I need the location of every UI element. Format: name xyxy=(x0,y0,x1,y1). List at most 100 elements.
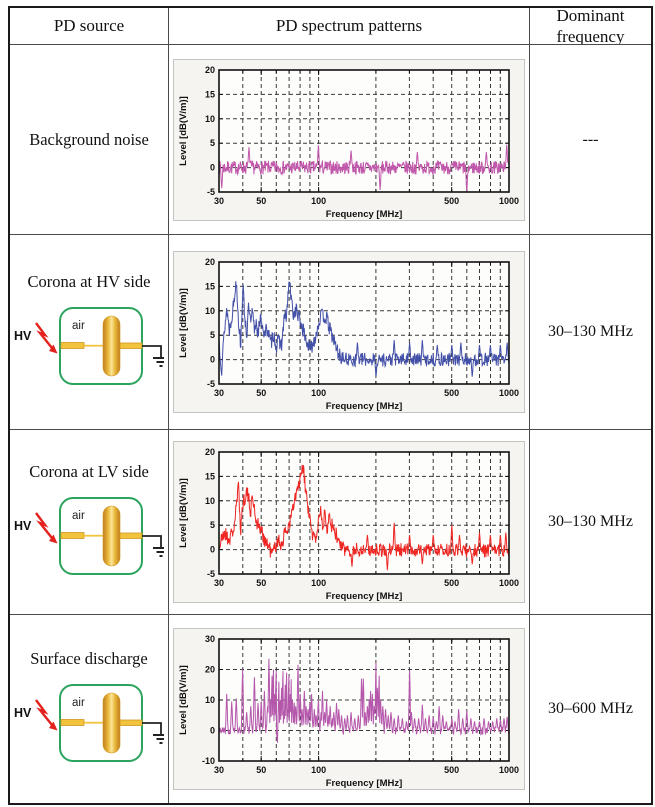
hv-label: HV xyxy=(14,329,32,343)
air-label: air xyxy=(72,510,85,522)
plot-area xyxy=(219,452,509,574)
y-tick-label: 15 xyxy=(205,471,215,481)
plot-frame xyxy=(218,261,510,385)
y-tick-label: 30 xyxy=(205,634,215,644)
pd-source-diagram-svg: HV air xyxy=(14,497,168,575)
y-axis-label: Level [dB(V/m)] xyxy=(178,96,189,166)
pd-source-table: PD source PD spectrum patterns Dominant … xyxy=(8,6,653,805)
y-tick-label: 10 xyxy=(205,695,215,705)
spectrum-trace xyxy=(218,464,510,571)
y-tick-label: -5 xyxy=(207,379,215,389)
spectrum-trace xyxy=(218,658,510,743)
dominant-frequency-value: 30–130 MHz xyxy=(530,235,651,430)
y-tick-label: 5 xyxy=(210,520,215,530)
lightning-bolt-arrowhead-icon xyxy=(49,534,58,544)
lightning-bolt-icon xyxy=(35,699,53,726)
plot-frame xyxy=(218,68,510,193)
source-label: Surface discharge xyxy=(30,649,148,668)
source-label: Corona at HV side xyxy=(27,272,151,291)
x-tick-label: 1000 xyxy=(499,578,519,588)
header-pd-source: PD source xyxy=(10,8,169,45)
plot-frame xyxy=(218,451,510,575)
lightning-bolt-arrowhead-icon xyxy=(49,721,58,731)
left-electrode-tip xyxy=(84,721,103,724)
pd-source-diagram: HV air xyxy=(12,486,168,582)
lightning-bolt-icon xyxy=(35,512,53,539)
y-tick-label: 0 xyxy=(210,545,215,555)
spectrum-chart-corona-hv: 30 50 100 500 1000 20 15 10 5 0 -5 Frequency [MHz] L… xyxy=(173,251,525,413)
x-axis-label: Frequency [MHz] xyxy=(326,591,403,602)
pd-source-diagram: HV air xyxy=(12,296,168,392)
x-axis-label: Frequency [MHz] xyxy=(326,209,403,220)
y-tick-label: 10 xyxy=(205,496,215,506)
y-tick-label: 0 xyxy=(210,162,215,172)
y-axis-label: Level [dB(V/m)] xyxy=(178,665,189,735)
table-row-source-background-noise: Background noise xyxy=(10,45,169,235)
x-tick-label: 1000 xyxy=(499,196,519,206)
x-tick-label: 500 xyxy=(444,196,459,206)
header-pd-spectrum-patterns: PD spectrum patterns xyxy=(169,8,530,45)
air-label: air xyxy=(72,697,85,709)
x-tick-label: 50 xyxy=(256,765,266,775)
x-tick-label: 1000 xyxy=(499,765,519,775)
x-tick-label: 100 xyxy=(311,765,326,775)
spectrum-chart-surface-discharge: 30 50 100 500 1000 30 20 10 0 -10 Frequency [MHz] L… xyxy=(173,628,525,790)
y-axis-label: Level [dB(V/m)] xyxy=(178,288,189,358)
bushing-capsule xyxy=(102,692,121,754)
spectrum-chart-background-noise: 30 50 100 500 1000 20 15 10 5 0 -5 Frequency [MHz] L… xyxy=(173,58,525,221)
y-axis-label: Level [dB(V/m)] xyxy=(178,478,189,548)
left-electrode xyxy=(60,532,85,539)
x-tick-label: 1000 xyxy=(499,388,519,398)
hv-label: HV xyxy=(14,519,32,533)
ground-wire xyxy=(142,345,162,357)
spectrum-trace xyxy=(218,281,510,377)
y-tick-label: 20 xyxy=(205,257,215,267)
ground-icon xyxy=(153,734,168,744)
left-electrode xyxy=(60,719,85,726)
y-tick-label: -5 xyxy=(207,569,215,579)
left-electrode xyxy=(60,342,85,349)
plot-frame xyxy=(218,638,510,762)
dominant-frequency-value: 30–130 MHz xyxy=(530,430,651,615)
pd-source-diagram: HV air xyxy=(12,673,168,769)
source-label: Background noise xyxy=(29,129,149,149)
x-axis-label: Frequency [MHz] xyxy=(326,778,403,789)
spectrum-cell-corona-lv: 30 50 100 500 1000 20 15 10 5 0 -5 Frequency [MHz] L… xyxy=(169,430,530,615)
bushing-capsule xyxy=(102,315,121,377)
y-tick-label: -5 xyxy=(207,187,215,197)
y-tick-label: 15 xyxy=(205,281,215,291)
spectrum-cell-corona-hv: 30 50 100 500 1000 20 15 10 5 0 -5 Frequency [MHz] L… xyxy=(169,235,530,430)
x-tick-label: 50 xyxy=(256,196,266,206)
plot-area xyxy=(219,262,509,384)
table-row-source-surface-discharge: Surface discharge HV air xyxy=(10,615,169,803)
x-tick-label: 30 xyxy=(214,578,224,588)
ground-wire xyxy=(142,722,162,734)
x-tick-label: 100 xyxy=(311,196,326,206)
spectrum-cell-background-noise: 30 50 100 500 1000 20 15 10 5 0 -5 Frequency [MHz] L… xyxy=(169,45,530,235)
y-tick-label: 20 xyxy=(205,447,215,457)
y-tick-label: 20 xyxy=(205,665,215,675)
x-tick-label: 50 xyxy=(256,388,266,398)
x-tick-label: 500 xyxy=(444,765,459,775)
right-electrode xyxy=(119,342,143,349)
spectrum-cell-surface-discharge: 30 50 100 500 1000 30 20 10 0 -10 Frequency [MHz] L… xyxy=(169,615,530,803)
bushing-capsule xyxy=(102,505,121,567)
lightning-bolt-icon xyxy=(35,322,53,349)
ground-icon xyxy=(153,357,168,367)
ground-icon xyxy=(153,547,168,557)
lightning-bolt-arrowhead-icon xyxy=(49,344,58,354)
x-tick-label: 100 xyxy=(311,578,326,588)
dominant-frequency-value: --- xyxy=(530,45,651,235)
y-tick-label: 10 xyxy=(205,113,215,123)
table-row-source-corona-lv: Corona at LV side HV air xyxy=(10,430,169,615)
x-tick-label: 100 xyxy=(311,388,326,398)
y-tick-label: 10 xyxy=(205,306,215,316)
x-tick-label: 50 xyxy=(256,578,266,588)
y-tick-label: 0 xyxy=(210,355,215,365)
y-tick-label: 20 xyxy=(205,65,215,75)
header-dominant-frequency: Dominant frequency xyxy=(530,8,651,45)
x-tick-label: 30 xyxy=(214,388,224,398)
dominant-frequency-value: 30–600 MHz xyxy=(548,700,633,717)
